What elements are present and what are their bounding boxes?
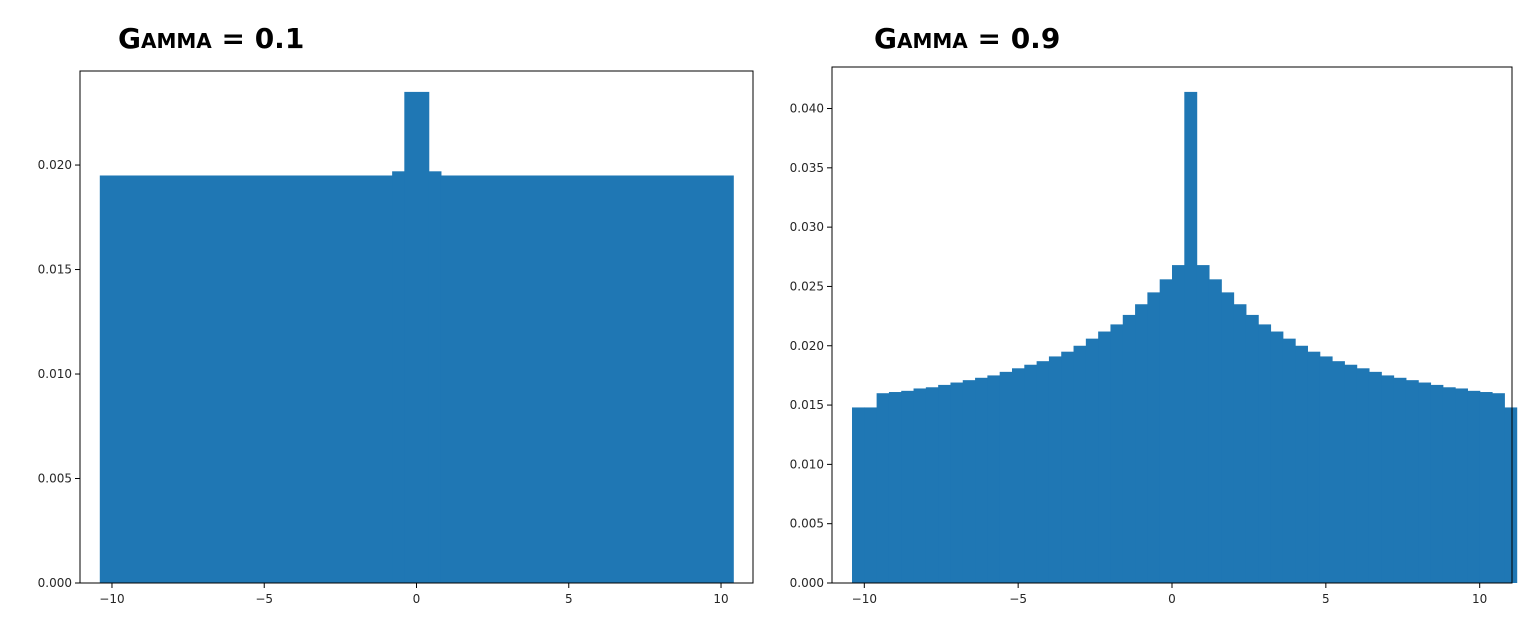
x-tick-label: 10	[713, 592, 728, 606]
histogram-bar	[99, 175, 393, 583]
histogram-bar	[1356, 368, 1370, 583]
y-tick-label: 0.000	[790, 576, 824, 590]
histogram-bar	[901, 390, 915, 583]
x-tick-label: −10	[99, 592, 124, 606]
histogram-bar	[950, 382, 964, 583]
histogram-bar	[1245, 314, 1259, 583]
histogram-bar	[1233, 304, 1247, 583]
histogram-bar	[1208, 279, 1222, 583]
histogram-bar	[428, 171, 442, 583]
x-tick-label: 0	[413, 592, 421, 606]
histogram-bar	[1196, 265, 1210, 583]
y-tick-label: 0.015	[790, 398, 824, 412]
histogram-bar	[1344, 364, 1358, 583]
y-tick-label: 0.000	[38, 576, 72, 590]
chart-title-gamma-0-1: Gamma = 0.1	[118, 22, 305, 55]
y-tick-label: 0.025	[790, 279, 824, 293]
y-tick-label: 0.035	[790, 161, 824, 175]
x-tick-label: 5	[1322, 592, 1330, 606]
y-tick-label: 0.040	[790, 102, 824, 116]
histogram-bar	[1295, 345, 1308, 583]
histogram-bar	[938, 384, 952, 583]
histogram-bar	[1159, 279, 1173, 583]
histogram-bar	[888, 392, 902, 583]
histogram-bar	[852, 407, 865, 583]
histogram-bar	[864, 407, 878, 583]
histogram-bar	[876, 393, 890, 583]
histogram-bar	[1270, 331, 1284, 583]
histogram-bar	[1492, 393, 1505, 583]
histogram-bar	[1418, 382, 1432, 583]
histogram-bar	[999, 371, 1013, 583]
histogram-bar	[1332, 361, 1345, 583]
y-tick-label: 0.010	[38, 367, 72, 381]
histogram-bar	[1307, 351, 1321, 583]
y-tick-label: 0.005	[790, 517, 824, 531]
histogram-bar	[404, 91, 430, 584]
histogram-bar	[1282, 338, 1296, 583]
histogram-bar	[1073, 345, 1087, 583]
histogram-bar	[987, 375, 1001, 583]
y-tick-label: 0.030	[790, 220, 824, 234]
histogram-bar	[1381, 375, 1395, 583]
histogram-bar	[1147, 292, 1161, 583]
histogram-bar	[1024, 364, 1038, 583]
histogram-bar	[1221, 292, 1235, 583]
histogram-bar	[1479, 392, 1493, 583]
x-tick-label: −5	[255, 592, 273, 606]
x-tick-label: −5	[1009, 592, 1027, 606]
histogram-bar	[1368, 371, 1382, 583]
histogram-bar	[1012, 368, 1025, 583]
histogram-bar	[975, 377, 988, 583]
histogram-bar	[1319, 356, 1333, 583]
histogram-bar	[1135, 304, 1148, 583]
x-tick-label: −10	[852, 592, 877, 606]
histogram-bar	[1430, 384, 1444, 583]
y-tick-label: 0.020	[38, 158, 72, 172]
histogram-bar	[1122, 314, 1136, 583]
histogram-bar	[913, 388, 927, 583]
histogram-bar	[440, 175, 734, 583]
histogram-bar	[1258, 324, 1272, 583]
histogram-bar	[1172, 265, 1185, 583]
y-tick-label: 0.010	[790, 457, 824, 471]
histogram-bar	[1393, 377, 1407, 583]
histogram-bar	[1405, 380, 1419, 583]
y-tick-label: 0.020	[790, 339, 824, 353]
x-tick-label: 10	[1472, 592, 1487, 606]
histogram-bar	[1467, 390, 1481, 583]
histogram-bar	[1036, 361, 1050, 583]
histogram-bar	[1061, 351, 1075, 583]
histogram-bar	[1504, 407, 1518, 583]
histogram-bar	[1455, 388, 1468, 583]
histogram-bar	[1085, 338, 1099, 583]
histogram-bar	[1442, 387, 1456, 583]
histogram-bar	[962, 380, 976, 583]
histogram-bar	[1098, 331, 1112, 583]
histogram-bar	[1184, 91, 1198, 584]
x-tick-label: 0	[1168, 592, 1176, 606]
y-tick-label: 0.015	[38, 263, 72, 277]
histogram-bar	[1110, 324, 1124, 583]
histogram-bar	[392, 171, 405, 583]
x-tick-label: 5	[565, 592, 573, 606]
y-tick-label: 0.005	[38, 472, 72, 486]
histogram-bar	[925, 387, 939, 583]
histogram-bar	[1048, 356, 1062, 583]
chart-title-gamma-0-9: Gamma = 0.9	[874, 22, 1061, 55]
